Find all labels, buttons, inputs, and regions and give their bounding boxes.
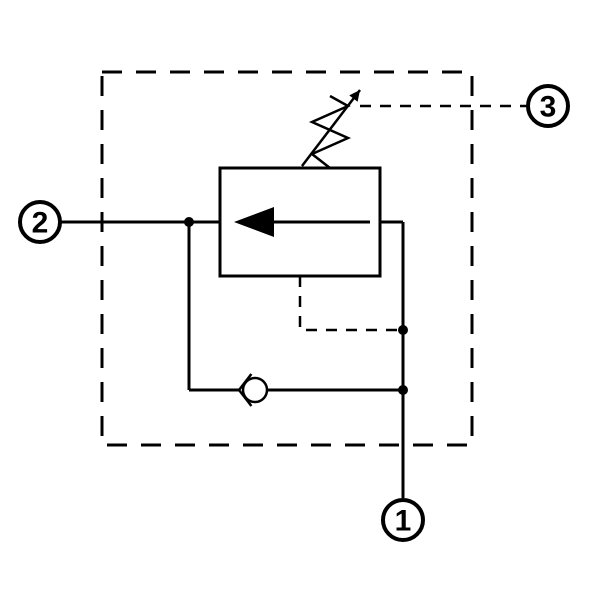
port-p1-label: 1 [395,505,412,538]
port-p3-label: 3 [540,91,557,124]
pilot-line [300,276,403,330]
node [398,325,408,335]
check-seat [239,374,251,390]
check-seat [239,390,251,406]
node [398,385,408,395]
spring-icon [312,96,348,168]
flow-arrow-head [234,207,274,237]
adjust-arrow-shaft [302,90,360,166]
hydraulic-schematic: 1 2 3 [0,0,600,600]
port-p2-label: 2 [32,207,49,240]
